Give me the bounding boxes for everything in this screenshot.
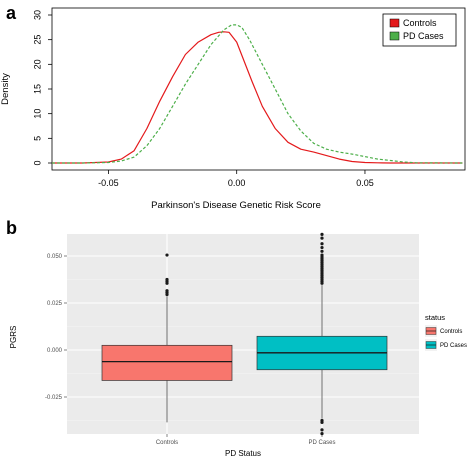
boxplot-outlier-controls [165,289,169,293]
boxplot-panel: b -0.025 0.000 0.025 0.050 Controls PD Cases… [6,218,467,458]
legend-pd-cases-label: PD Cases [403,31,444,41]
boxplot-legend-title: status [425,313,445,322]
density-x-tick-label: 0.00 [228,178,246,188]
panel-a-letter: a [6,3,17,23]
density-y-tick-label: 0 [32,160,42,165]
boxplot-y-tick-label: -0.025 [45,395,63,401]
density-y-axis-title: Density [0,73,11,105]
boxplot-outlier-pd-cases [320,249,324,253]
density-y-tick-label: 25 [32,35,42,45]
boxplot-outlier-pd-cases [320,236,324,240]
density-series [52,24,463,164]
density-y-tick-label: 15 [32,84,42,94]
legend-pd-cases-swatch [389,31,400,41]
boxplot-legend-label-pd-cases: PD Cases [440,343,467,349]
density-y-tick-label: 5 [32,136,42,141]
boxplot-x-axis: Controls PD Cases [156,434,336,446]
boxplot-x-axis-title: PD Status [225,449,261,458]
boxplot-legend: status Controls PD Cases [425,313,467,351]
boxplot-boxes [101,232,388,436]
density-y-tick-label: 30 [32,10,42,20]
boxplot-outlier-pd-cases [320,242,324,246]
boxplot-box-controls [101,344,233,381]
boxplot-outlier-pd-cases [320,420,324,424]
boxplot-outlier-pd-cases [320,432,324,436]
boxplot-outlier-pd-cases [320,253,324,257]
density-x-tick-label: 0.05 [356,178,374,188]
density-panel: a 0 5 10 15 20 25 30 -0.05 0.00 0.05 Parkinson's… [0,3,466,211]
panel-b-letter: b [6,218,17,238]
density-x-axis-title: Parkinson's Disease Genetic Risk Score [151,200,321,211]
boxplot-panel-background [67,234,419,434]
density-y-tick-label: 10 [32,109,42,119]
boxplot-y-axis: -0.025 0.000 0.025 0.050 [45,254,67,401]
density-x-axis: -0.05 0.00 0.05 [98,170,374,188]
density-y-tick-label: 20 [32,59,42,69]
legend-controls-swatch [389,18,400,28]
density-y-axis: 0 5 10 15 20 25 30 [32,10,52,166]
boxplot-y-tick-label: 0.000 [47,348,63,354]
density-line-pd-cases [52,24,463,164]
boxplot-x-tick-label: Controls [156,440,178,446]
boxplot-outlier-pd-cases [320,428,324,432]
boxplot-outlier-pd-cases [320,245,324,250]
density-legend: Controls PD Cases [382,13,457,47]
boxplot-x-tick-label: PD Cases [308,440,335,446]
boxplot-y-axis-title: PGRS [9,326,18,349]
boxplot-outlier-pd-cases [320,232,324,236]
boxplot-outlier-controls [165,277,169,282]
boxplot-legend-label-controls: Controls [440,329,462,335]
boxplot-outlier-controls [165,253,169,257]
density-x-tick-label: -0.05 [98,178,119,188]
boxplot-y-tick-label: 0.050 [47,254,63,260]
density-line-controls [52,31,463,164]
legend-controls-label: Controls [403,18,437,28]
boxplot-y-tick-label: 0.025 [47,301,63,307]
